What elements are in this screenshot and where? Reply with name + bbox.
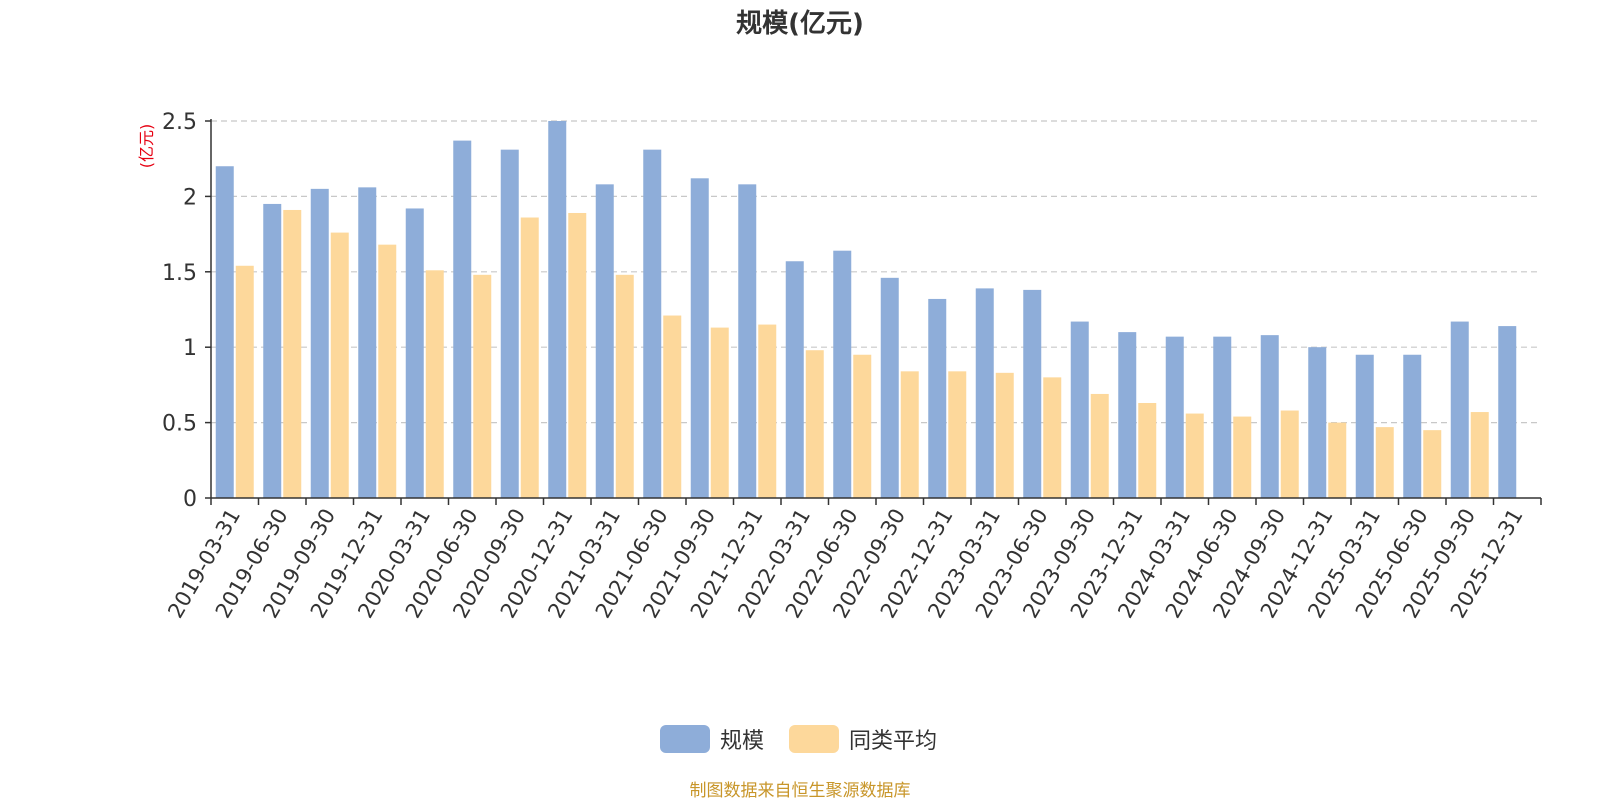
bar-scale-2025-06-30[interactable] (1403, 354, 1422, 498)
bar-peer-average-2020-06-30[interactable] (473, 274, 492, 498)
bar-scale-2021-06-30[interactable] (643, 149, 662, 499)
bars (215, 121, 1517, 499)
data-source-note: 制图数据来自恒生聚源数据库 (690, 781, 911, 800)
bar-scale-2023-06-30[interactable] (1023, 289, 1042, 498)
bar-scale-2024-12-31[interactable] (1308, 347, 1327, 498)
bar-peer-average-2022-03-31[interactable] (805, 350, 824, 498)
bar-scale-2025-12-31[interactable] (1498, 326, 1517, 498)
legend: 规模 同类平均 (660, 725, 937, 754)
bar-scale-2020-12-31[interactable] (548, 121, 567, 498)
bar-peer-average-2023-03-31[interactable] (995, 372, 1014, 498)
bar-scale-2021-03-31[interactable] (595, 184, 614, 498)
bar-peer-average-2023-09-30[interactable] (1090, 393, 1109, 498)
legend-item-scale[interactable]: 规模 (660, 725, 764, 754)
bar-peer-average-2019-03-31[interactable] (235, 265, 254, 498)
bar-peer-average-2023-06-30[interactable] (1043, 377, 1062, 498)
bar-scale-2021-12-31[interactable] (738, 184, 757, 498)
bar-peer-average-2022-12-31[interactable] (948, 371, 967, 498)
bar-peer-average-2019-06-30[interactable] (283, 209, 302, 499)
y-tick-label: 1 (183, 336, 197, 361)
legend-item-peer-average[interactable]: 同类平均 (789, 725, 937, 754)
bar-scale-2021-09-30[interactable] (690, 178, 709, 498)
legend-label-peer-average: 同类平均 (849, 729, 937, 754)
y-tick-label: 1.5 (162, 261, 197, 286)
bar-peer-average-2021-12-31[interactable] (758, 324, 777, 498)
chart-title: 规模(亿元) (736, 9, 864, 39)
bar-scale-2024-09-30[interactable] (1260, 335, 1279, 498)
bar-scale-2022-03-31[interactable] (785, 261, 804, 498)
bar-peer-average-2022-09-30[interactable] (900, 371, 919, 498)
bar-scale-2019-09-30[interactable] (310, 188, 329, 499)
bar-scale-2022-06-30[interactable] (833, 250, 852, 498)
x-axis-ticks: 2019-03-312019-06-302019-09-302019-12-31… (163, 498, 1542, 622)
bar-peer-average-2019-09-30[interactable] (330, 232, 349, 499)
bar-scale-2023-12-31[interactable] (1118, 332, 1137, 498)
y-tick-label: 2.5 (162, 110, 197, 135)
y-tick-label: 0.5 (162, 412, 197, 437)
bar-peer-average-2021-03-31[interactable] (615, 274, 634, 498)
bar-peer-average-2024-09-30[interactable] (1280, 410, 1299, 498)
bar-scale-2024-03-31[interactable] (1165, 336, 1184, 498)
bar-scale-2022-12-31[interactable] (928, 298, 947, 498)
bar-scale-2020-03-31[interactable] (405, 208, 424, 499)
bar-peer-average-2022-06-30[interactable] (853, 354, 872, 498)
legend-swatch-peer-average (789, 725, 839, 753)
y-axis-unit: (亿元) (137, 124, 156, 169)
bar-scale-2023-03-31[interactable] (975, 288, 994, 498)
bar-peer-average-2021-06-30[interactable] (663, 315, 682, 498)
bar-scale-2025-09-30[interactable] (1450, 321, 1469, 498)
bar-peer-average-2025-06-30[interactable] (1423, 430, 1442, 498)
bar-peer-average-2024-03-31[interactable] (1185, 413, 1204, 498)
bar-peer-average-2024-06-30[interactable] (1233, 416, 1252, 498)
bar-scale-2020-09-30[interactable] (500, 149, 519, 499)
bar-scale-2019-12-31[interactable] (358, 187, 377, 499)
bar-scale-2023-09-30[interactable] (1070, 321, 1089, 498)
bar-scale-2019-03-31[interactable] (215, 166, 234, 499)
bar-peer-average-2025-09-30[interactable] (1470, 412, 1489, 498)
legend-label-scale: 规模 (720, 729, 764, 754)
bar-scale-2025-03-31[interactable] (1355, 354, 1374, 498)
bar-peer-average-2019-12-31[interactable] (378, 244, 397, 498)
bar-scale-2022-09-30[interactable] (880, 277, 899, 498)
bar-peer-average-2020-12-31[interactable] (568, 212, 587, 498)
y-tick-label: 0 (183, 487, 197, 512)
bar-peer-average-2021-09-30[interactable] (710, 327, 729, 498)
bar-peer-average-2024-12-31[interactable] (1328, 422, 1347, 498)
bar-peer-average-2023-12-31[interactable] (1138, 402, 1157, 498)
y-axis-ticks: 0 0.5 1 1.5 2 2.5 (162, 110, 211, 512)
legend-swatch-scale (660, 725, 710, 753)
bar-peer-average-2020-09-30[interactable] (520, 217, 539, 498)
bar-peer-average-2025-03-31[interactable] (1375, 427, 1394, 498)
bar-scale-2024-06-30[interactable] (1213, 336, 1232, 498)
bar-scale-2020-06-30[interactable] (453, 140, 472, 498)
y-tick-label: 2 (183, 185, 197, 210)
bar-peer-average-2020-03-31[interactable] (425, 270, 444, 498)
bar-scale-2019-06-30[interactable] (263, 203, 282, 498)
